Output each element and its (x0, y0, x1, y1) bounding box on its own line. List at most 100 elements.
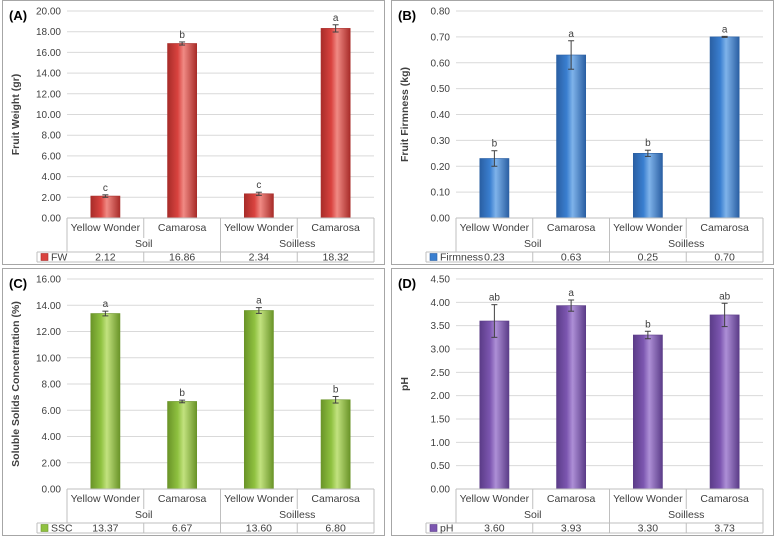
y-axis-label: Soluble Solids Concentration (%) (10, 301, 22, 467)
chart-panel-c: 0.00 2.00 4.00 6.00 8.00 10.00 12.00 14.00 16.00… (2, 268, 385, 536)
x-category-label: Yellow Wonder (224, 222, 294, 234)
table-value: 0.25 (638, 252, 659, 264)
x-group-label: Soilless (668, 509, 704, 521)
y-tick-label: 2.00 (42, 458, 62, 469)
bar (90, 313, 121, 490)
significance-letter: ab (489, 293, 501, 304)
x-category-label: Yellow Wonder (613, 222, 683, 234)
y-axis-label: Fruit Firmness (kg) (399, 67, 411, 162)
bar (167, 43, 198, 219)
x-category-label: Yellow Wonder (460, 222, 530, 234)
significance-letter: c (256, 180, 261, 191)
y-tick-label: 8.00 (42, 131, 62, 142)
legend-swatch (429, 253, 438, 261)
table-value: 3.93 (561, 523, 582, 535)
significance-letter: b (179, 30, 185, 41)
y-tick-label: 0.60 (431, 58, 451, 69)
y-tick-label: 4.00 (42, 172, 62, 183)
y-tick-label: 12.00 (36, 89, 61, 100)
x-category-label: Camarosa (158, 222, 207, 234)
significance-letter: a (568, 29, 574, 40)
bar (556, 305, 587, 490)
y-tick-label: 2.50 (431, 368, 451, 379)
table-value: 2.12 (95, 252, 116, 264)
y-tick-label: 0.20 (431, 162, 451, 173)
chart-panel-d: 0.00 0.50 1.00 1.50 2.00 2.50 3.00 3.50 4.00 4.50… (391, 268, 774, 536)
chart-svg: 0.00 0.50 1.00 1.50 2.00 2.50 3.00 3.50 4.00 4.50… (398, 275, 764, 535)
x-category-label: Camarosa (311, 493, 360, 505)
y-tick-label: 16.00 (36, 48, 61, 59)
bar (243, 193, 274, 219)
chart-svg: 0.00 0.10 0.20 0.30 0.40 0.50 0.60 0.70 0.80 Frui… (398, 7, 764, 264)
x-category-label: Camarosa (311, 222, 360, 234)
table-value: 3.73 (714, 523, 735, 535)
legend-swatch (429, 524, 438, 532)
y-tick-label: 2.00 (42, 193, 62, 204)
y-tick-label: 0.00 (42, 485, 62, 496)
chart-svg: 0.00 2.00 4.00 6.00 8.00 10.00 12.00 14.00 16.00… (9, 7, 375, 264)
significance-letter: c (103, 183, 108, 194)
chart-panel-b: 0.00 0.10 0.20 0.30 0.40 0.50 0.60 0.70 0.80 Frui… (391, 0, 774, 265)
y-tick-label: 4.00 (431, 298, 451, 309)
legend-series-name: pH (440, 523, 453, 535)
bar (90, 195, 121, 219)
bar (479, 320, 510, 490)
table-value: 16.86 (169, 252, 195, 264)
table-value: 2.34 (249, 252, 270, 264)
table-value: 18.32 (322, 252, 348, 264)
table-value: 0.70 (714, 252, 735, 264)
y-tick-label: 0.80 (431, 7, 451, 18)
x-category-label: Camarosa (700, 222, 749, 234)
bar (632, 153, 663, 219)
significance-letter: b (645, 138, 651, 149)
chart-panel-a: 0.00 2.00 4.00 6.00 8.00 10.00 12.00 14.00 16.00… (2, 0, 385, 265)
y-tick-label: 1.00 (431, 438, 451, 449)
table-value: 6.67 (172, 523, 193, 535)
x-group-label: Soilless (279, 238, 315, 250)
bar (320, 399, 351, 490)
y-tick-label: 0.50 (431, 84, 451, 95)
significance-letter: b (333, 384, 339, 395)
significance-letter: a (722, 24, 728, 35)
legend-swatch (40, 524, 49, 532)
bar (709, 314, 740, 490)
bar (556, 54, 587, 219)
x-group-label: Soil (524, 238, 542, 250)
y-tick-label: 16.00 (36, 275, 61, 286)
x-group-label: Soil (135, 238, 153, 250)
x-category-label: Camarosa (547, 222, 596, 234)
y-axis-label: Fruit Weight (gr) (10, 74, 22, 155)
x-category-label: Yellow Wonder (71, 493, 141, 505)
y-tick-label: 8.00 (42, 380, 62, 391)
x-category-label: Yellow Wonder (71, 222, 141, 234)
significance-letter: b (645, 319, 651, 330)
y-tick-label: 6.00 (42, 406, 62, 417)
significance-letter: a (256, 296, 262, 307)
table-value: 3.60 (484, 523, 505, 535)
bar (479, 158, 510, 219)
y-tick-label: 0.30 (431, 136, 451, 147)
significance-letter: a (333, 13, 339, 24)
significance-letter: b (179, 388, 185, 399)
y-tick-label: 14.00 (36, 301, 61, 312)
significance-letter: a (103, 299, 109, 310)
panel-label: (A) (9, 8, 27, 23)
y-tick-label: 0.70 (431, 32, 451, 43)
significance-letter: b (492, 139, 498, 150)
y-tick-label: 20.00 (36, 7, 61, 18)
y-tick-label: 2.00 (431, 391, 451, 402)
table-value: 0.63 (561, 252, 582, 264)
y-tick-label: 0.00 (42, 214, 62, 225)
y-tick-label: 14.00 (36, 69, 61, 80)
x-category-label: Yellow Wonder (460, 493, 530, 505)
x-group-label: Soilless (279, 509, 315, 521)
y-tick-label: 0.50 (431, 461, 451, 472)
y-tick-label: 3.00 (431, 345, 451, 356)
table-value: 3.30 (638, 523, 659, 535)
x-category-label: Camarosa (547, 493, 596, 505)
panel-label: (C) (9, 276, 27, 291)
x-group-label: Soil (135, 509, 153, 521)
significance-letter: a (568, 288, 574, 299)
bar (320, 28, 351, 219)
